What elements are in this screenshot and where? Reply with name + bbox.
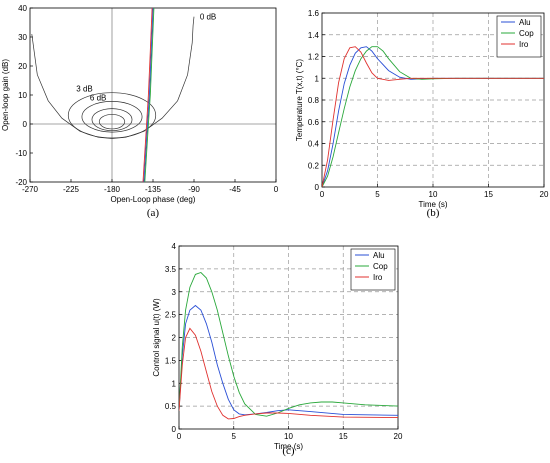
x-tick-label: -270 — [22, 185, 39, 194]
legend-box — [350, 248, 396, 291]
y-tick-label: 0 — [172, 425, 177, 434]
y-tick-label: 0 — [315, 183, 320, 192]
legend-label-cop: Cop — [373, 262, 388, 271]
series-line-cop — [322, 46, 544, 187]
y-tick-label: 3 — [172, 288, 177, 297]
y-tick-label: 1.5 — [165, 356, 177, 365]
y-tick-label: 30 — [18, 33, 27, 42]
legend-label-cop: Cop — [519, 29, 534, 38]
y-tick-label: 0.4 — [308, 140, 320, 149]
y-axis-label: Open-loop gain (dB) — [1, 59, 10, 131]
legend-label-iro: Iro — [519, 40, 529, 49]
contour-inner-loop — [91, 108, 133, 132]
contour-label: 6 dB — [90, 93, 106, 102]
x-axis-label: Time (s) — [274, 442, 303, 451]
y-tick-label: 0 — [23, 120, 28, 129]
y-tick-label: -10 — [15, 149, 27, 158]
chart-3 — [178, 245, 399, 430]
figure-caption: (a) — [147, 207, 160, 219]
y-tick-label: 2 — [172, 334, 177, 343]
chart-1 — [29, 7, 277, 183]
y-tick-label: 1.6 — [308, 9, 320, 18]
x-tick-label: 10 — [284, 432, 293, 441]
x-axis-label: Time (s) — [418, 200, 447, 209]
series-line-iro — [179, 327, 398, 420]
y-tick-label: 0.2 — [308, 161, 320, 170]
legend-label-alu: Alu — [519, 18, 531, 27]
x-tick-label: 15 — [339, 432, 348, 441]
y-tick-label: 3.5 — [165, 265, 177, 274]
x-tick-label: 20 — [540, 190, 549, 199]
x-tick-label: -135 — [145, 185, 162, 194]
contour-label: 3 dB — [76, 85, 92, 94]
series-line-1 — [143, 8, 154, 182]
series-line-alu — [322, 46, 544, 187]
legend-label-iro: Iro — [373, 273, 383, 282]
x-axis-label: Open-Loop phase (deg) — [111, 195, 196, 204]
series-line-iro — [322, 46, 544, 187]
contour-3-db — [67, 92, 157, 139]
y-tick-label: 1 — [172, 379, 177, 388]
y-tick-label: 4 — [172, 242, 177, 251]
y-tick-label: -20 — [15, 178, 27, 187]
contour-label: 0 dB — [200, 13, 216, 22]
series-line-2 — [144, 8, 155, 182]
x-tick-label: -225 — [63, 185, 80, 194]
y-axis-label: Temperature T(x,t) (°C) — [295, 59, 304, 142]
figure-caption: (b) — [427, 207, 440, 219]
x-tick-label: -90 — [188, 185, 200, 194]
x-tick-label: -45 — [229, 185, 241, 194]
x-tick-label: 5 — [232, 432, 237, 441]
x-tick-label: 0 — [177, 432, 182, 441]
legend-box — [496, 15, 542, 58]
series-line-3 — [142, 8, 153, 182]
y-tick-label: 0.5 — [165, 402, 177, 411]
y-tick-label: 10 — [18, 91, 27, 100]
contour-0-db — [31, 16, 195, 139]
contour-6-db — [81, 101, 143, 133]
x-tick-label: 20 — [394, 432, 403, 441]
y-tick-label: 2.5 — [165, 311, 177, 320]
y-tick-label: 20 — [18, 62, 27, 71]
x-tick-label: 5 — [375, 190, 380, 199]
chart-2 — [321, 12, 545, 188]
series-line-cop — [179, 271, 398, 417]
y-tick-label: 1 — [315, 74, 320, 83]
y-axis-label: Control signal u(t) (W) — [152, 298, 161, 377]
figure-caption: (c) — [282, 445, 295, 457]
contour-inner-loop — [98, 114, 126, 130]
x-tick-label: 0 — [320, 190, 325, 199]
x-tick-label: 10 — [429, 190, 438, 199]
y-tick-label: 40 — [18, 4, 27, 13]
x-tick-label: -180 — [104, 185, 121, 194]
y-tick-label: 0.8 — [308, 96, 320, 105]
x-tick-label: 15 — [484, 190, 493, 199]
y-tick-label: 1.4 — [308, 31, 320, 40]
y-tick-label: 1.2 — [308, 53, 320, 62]
legend-label-alu: Alu — [373, 251, 385, 260]
y-tick-label: 0.6 — [308, 118, 320, 127]
x-tick-label: 0 — [274, 185, 279, 194]
